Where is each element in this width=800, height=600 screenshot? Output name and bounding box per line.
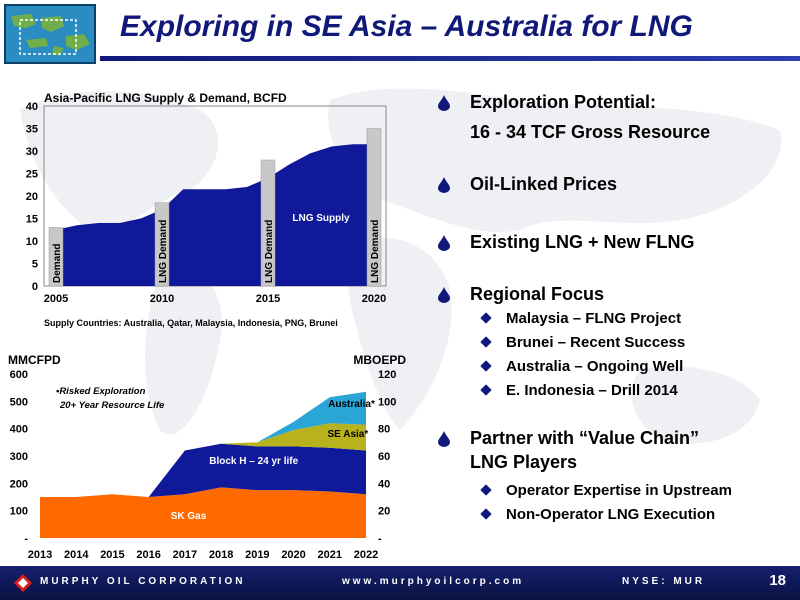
bullet-text: Partner with “Value Chain” <box>470 428 700 448</box>
y-tick-right: 40 <box>378 478 390 490</box>
x-tick-label: 2017 <box>173 549 197 561</box>
stacked-area-2 <box>40 423 366 497</box>
annotation-line: •Risked Exploration <box>56 386 146 397</box>
y-tick-label: 10 <box>26 236 38 248</box>
stacked-area-0 <box>40 487 366 538</box>
y-tick-left: 100 <box>10 506 28 518</box>
bullet-text: Oil-Linked Prices <box>470 174 618 194</box>
company-logo-icon <box>14 574 32 597</box>
supply-area <box>56 144 374 286</box>
y-tick-label: 0 <box>32 281 38 293</box>
series-label: SE Asia* <box>328 429 369 440</box>
y-tick-label: 20 <box>26 191 38 203</box>
drop-bullet-icon <box>438 95 450 116</box>
drop-bullet-icon <box>438 235 450 256</box>
footer-website[interactable]: www.murphyoilcorp.com <box>342 576 525 587</box>
x-tick-label: 2015 <box>100 549 124 561</box>
region-map-thumbnail <box>4 4 96 64</box>
y-tick-left: 300 <box>10 451 28 463</box>
demand-bar-label: LNG Demand <box>264 220 275 283</box>
x-tick-label: 2019 <box>245 549 269 561</box>
sub-bullet-text: Malaysia – FLNG Project <box>506 310 682 327</box>
x-tick-label: 2014 <box>64 549 89 561</box>
y-tick-left: 500 <box>10 396 28 408</box>
title-divider <box>100 56 800 61</box>
series-label: Block H – 24 yr life <box>209 456 298 467</box>
demand-bar-label: Demand <box>52 244 63 283</box>
x-tick-label: 2020 <box>281 549 305 561</box>
y-tick-label: 35 <box>26 124 38 136</box>
series-label: SK Gas <box>171 511 207 522</box>
y-tick-label: 5 <box>32 259 38 271</box>
footer-company: MURPHY OIL CORPORATION <box>40 576 246 587</box>
annotation-line: 20+ Year Resource Life <box>59 400 165 411</box>
supply-countries-note: Supply Countries: Australia, Qatar, Mala… <box>44 318 338 328</box>
y-tick-right: 80 <box>378 424 390 436</box>
bullet-text: Exploration Potential: <box>470 92 657 112</box>
y-tick-right: 60 <box>378 451 390 463</box>
bullet-text: LNG Players <box>470 452 578 472</box>
bullet-text: Existing LNG + New FLNG <box>470 232 695 252</box>
x-tick-label: 2005 <box>44 293 68 305</box>
y-tick-left: 600 <box>10 369 28 381</box>
supply-area-label: LNG Supply <box>292 213 350 224</box>
y-tick-label: 30 <box>26 146 38 158</box>
y-tick-right: 100 <box>378 396 396 408</box>
bullet-text: Regional Focus <box>470 284 605 304</box>
sub-bullet-text: Non-Operator LNG Execution <box>506 506 716 523</box>
x-tick-label: 2018 <box>209 549 233 561</box>
drop-bullet-icon <box>438 431 450 452</box>
y-tick-right: 120 <box>378 369 396 381</box>
y-axis-right-label: MBOEPD <box>353 353 406 367</box>
y-tick-left: - <box>24 533 28 545</box>
bullet-subtext: 16 - 34 TCF Gross Resource <box>470 122 711 142</box>
sub-bullet-text: Australia – Ongoing Well <box>506 358 684 375</box>
x-tick-label: 2022 <box>354 549 378 561</box>
footer-ticker: NYSE: MUR <box>622 576 706 587</box>
map-icon <box>6 6 94 62</box>
drop-bullet-icon <box>438 177 450 198</box>
slide-title: Exploring in SE Asia – Australia for LNG <box>120 10 693 43</box>
series-label: Australia* <box>328 399 375 410</box>
y-tick-label: 15 <box>26 214 38 226</box>
demand-bar <box>260 159 276 287</box>
y-tick-label: 40 <box>26 101 38 113</box>
stacked-area-3 <box>40 391 366 497</box>
demand-bar <box>48 227 64 287</box>
sub-bullet-text: Operator Expertise in Upstream <box>506 482 732 499</box>
sub-bullet-text: E. Indonesia – Drill 2014 <box>506 382 678 399</box>
x-tick-label: 2021 <box>318 549 342 561</box>
sub-bullet-text: Brunei – Recent Success <box>506 334 686 351</box>
y-axis-left-label: MMCFPD <box>8 353 61 367</box>
drop-bullet-icon <box>438 287 450 308</box>
y-tick-label: 25 <box>26 169 38 181</box>
y-tick-left: 400 <box>10 424 28 436</box>
page-number: 18 <box>769 572 786 589</box>
demand-bar-label: LNG Demand <box>370 220 381 283</box>
y-tick-left: 200 <box>10 478 28 490</box>
footer-bar: MURPHY OIL CORPORATION www.murphyoilcorp… <box>0 566 800 600</box>
x-tick-label: 2016 <box>136 549 160 561</box>
y-tick-right: 20 <box>378 506 390 518</box>
x-tick-label: 2020 <box>362 293 386 305</box>
production-forecast-chart: MMCFPD MBOEPD - 100 200 300 400 500 600 - 20 40 60 80… <box>8 353 406 561</box>
x-tick-label: 2010 <box>150 293 174 305</box>
stacked-area-1 <box>40 443 366 497</box>
x-tick-label: 2013 <box>28 549 52 561</box>
x-tick-label: 2015 <box>256 293 280 305</box>
chart1-title: Asia-Pacific LNG Supply & Demand, BCFD <box>44 91 287 105</box>
demand-bar-label: LNG Demand <box>158 220 169 283</box>
demand-bar <box>154 202 170 287</box>
y-tick-right: - <box>378 533 382 545</box>
demand-bar <box>366 128 382 287</box>
lng-supply-demand-chart: 0 5 10 15 20 25 30 35 40 LNG Supply Demand LNG Dema… <box>26 101 387 305</box>
